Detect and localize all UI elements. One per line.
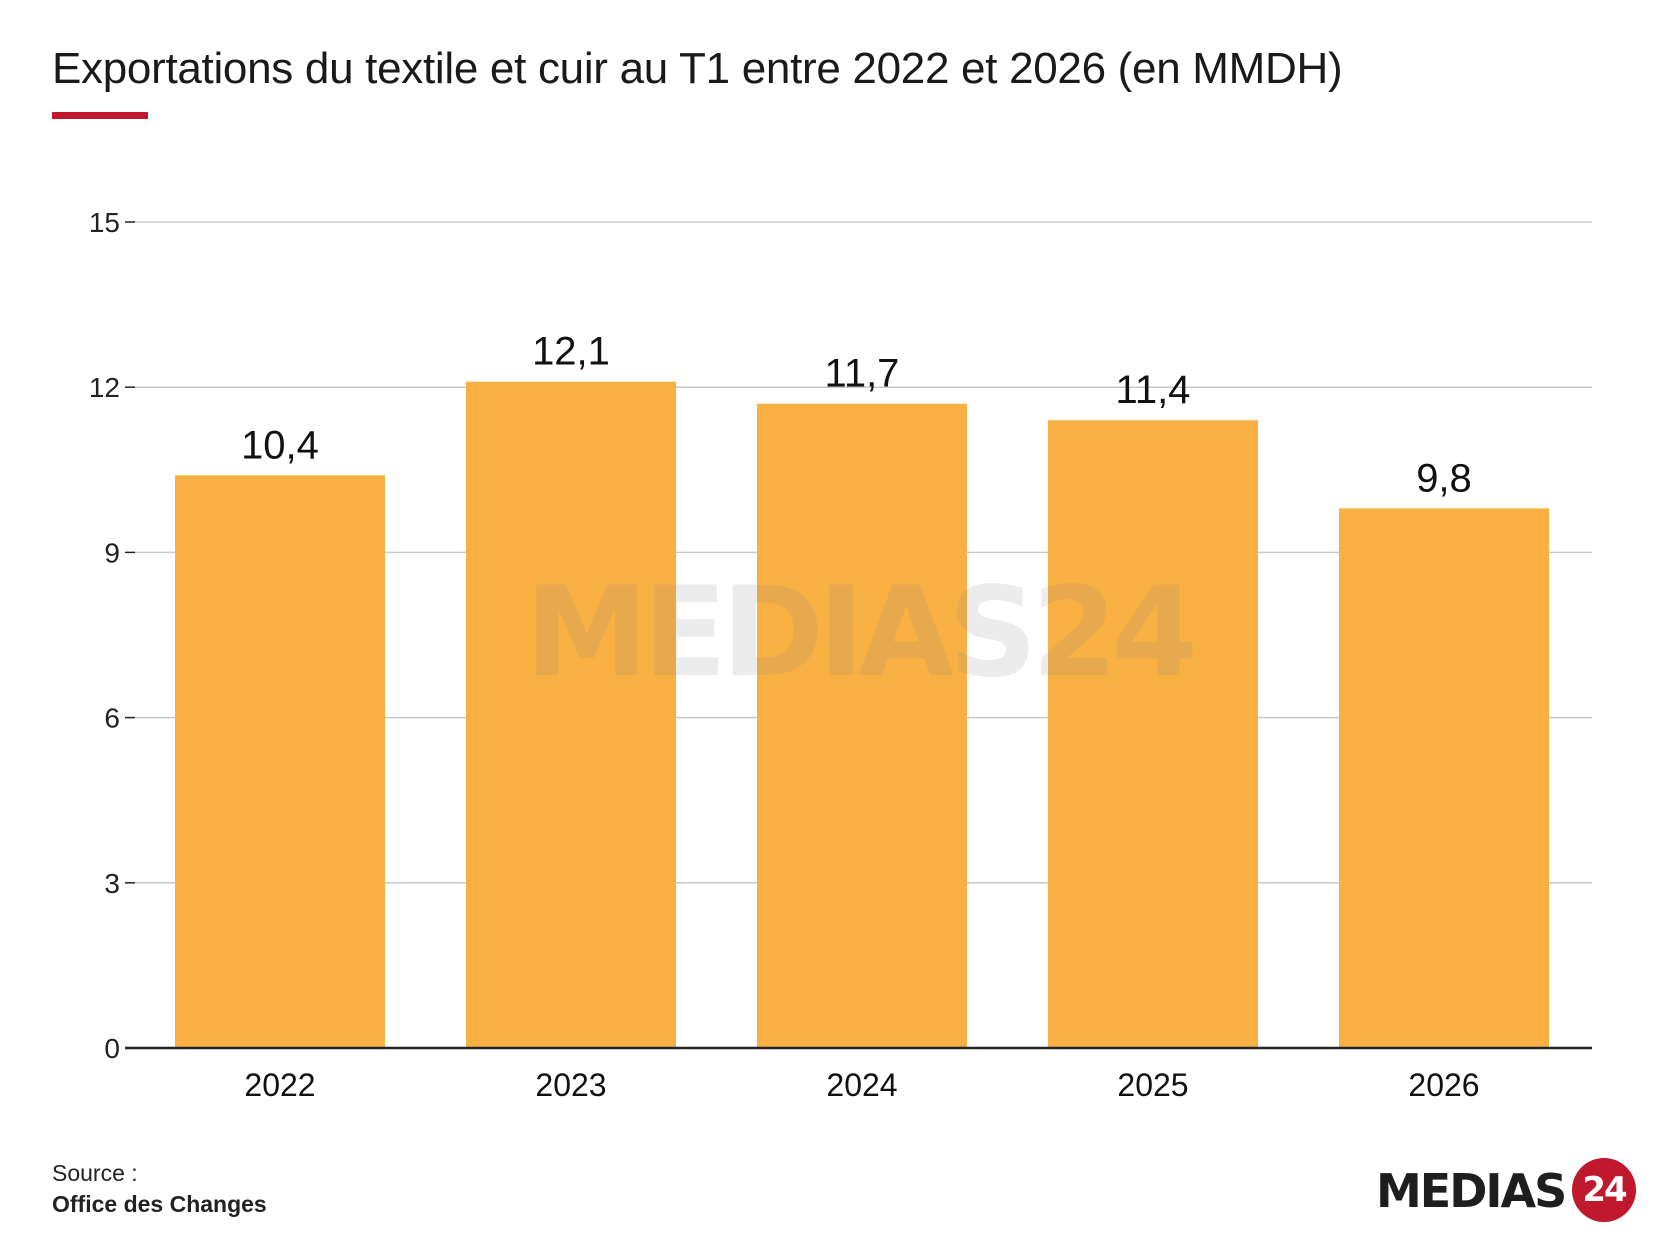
- x-tick-label: 2024: [826, 1067, 897, 1103]
- bar: [757, 403, 967, 1049]
- source-name: Office des Changes: [52, 1191, 267, 1217]
- watermark: MEDIAS24: [525, 561, 1193, 705]
- bar: [1048, 420, 1258, 1048]
- bar-value-label: 10,4: [241, 423, 319, 467]
- x-tick-label: 2026: [1408, 1067, 1479, 1103]
- bar-value-label: 11,7: [825, 352, 900, 396]
- y-tick-label: 0: [104, 1033, 120, 1064]
- logo-badge: 24: [1572, 1158, 1636, 1222]
- x-tick-label: 2025: [1117, 1067, 1188, 1103]
- chart-title: Exportations du textile et cuir au T1 en…: [52, 44, 1343, 93]
- logo-wordmark: MEDIAS: [1376, 1164, 1567, 1218]
- bar: [1339, 508, 1549, 1048]
- title-accent-underline: [52, 112, 148, 119]
- bar-value-label: 11,4: [1116, 368, 1191, 412]
- y-tick-label: 6: [104, 703, 120, 734]
- y-tick-label: 15: [89, 207, 120, 238]
- y-tick-label: 3: [104, 868, 120, 899]
- y-tick-label: 12: [89, 372, 120, 403]
- bar-value-label: 12,1: [532, 330, 610, 374]
- bar: [175, 475, 385, 1049]
- x-tick-label: 2023: [535, 1067, 606, 1103]
- x-tick-label: 2022: [244, 1067, 315, 1103]
- bar-value-label: 9,8: [1416, 456, 1472, 500]
- medias24-logo: MEDIAS 24: [1376, 1158, 1636, 1230]
- y-tick-label: 9: [104, 537, 120, 568]
- bar: [466, 381, 676, 1048]
- source-block: Source : Office des Changes: [52, 1158, 267, 1220]
- source-label: Source :: [52, 1160, 138, 1186]
